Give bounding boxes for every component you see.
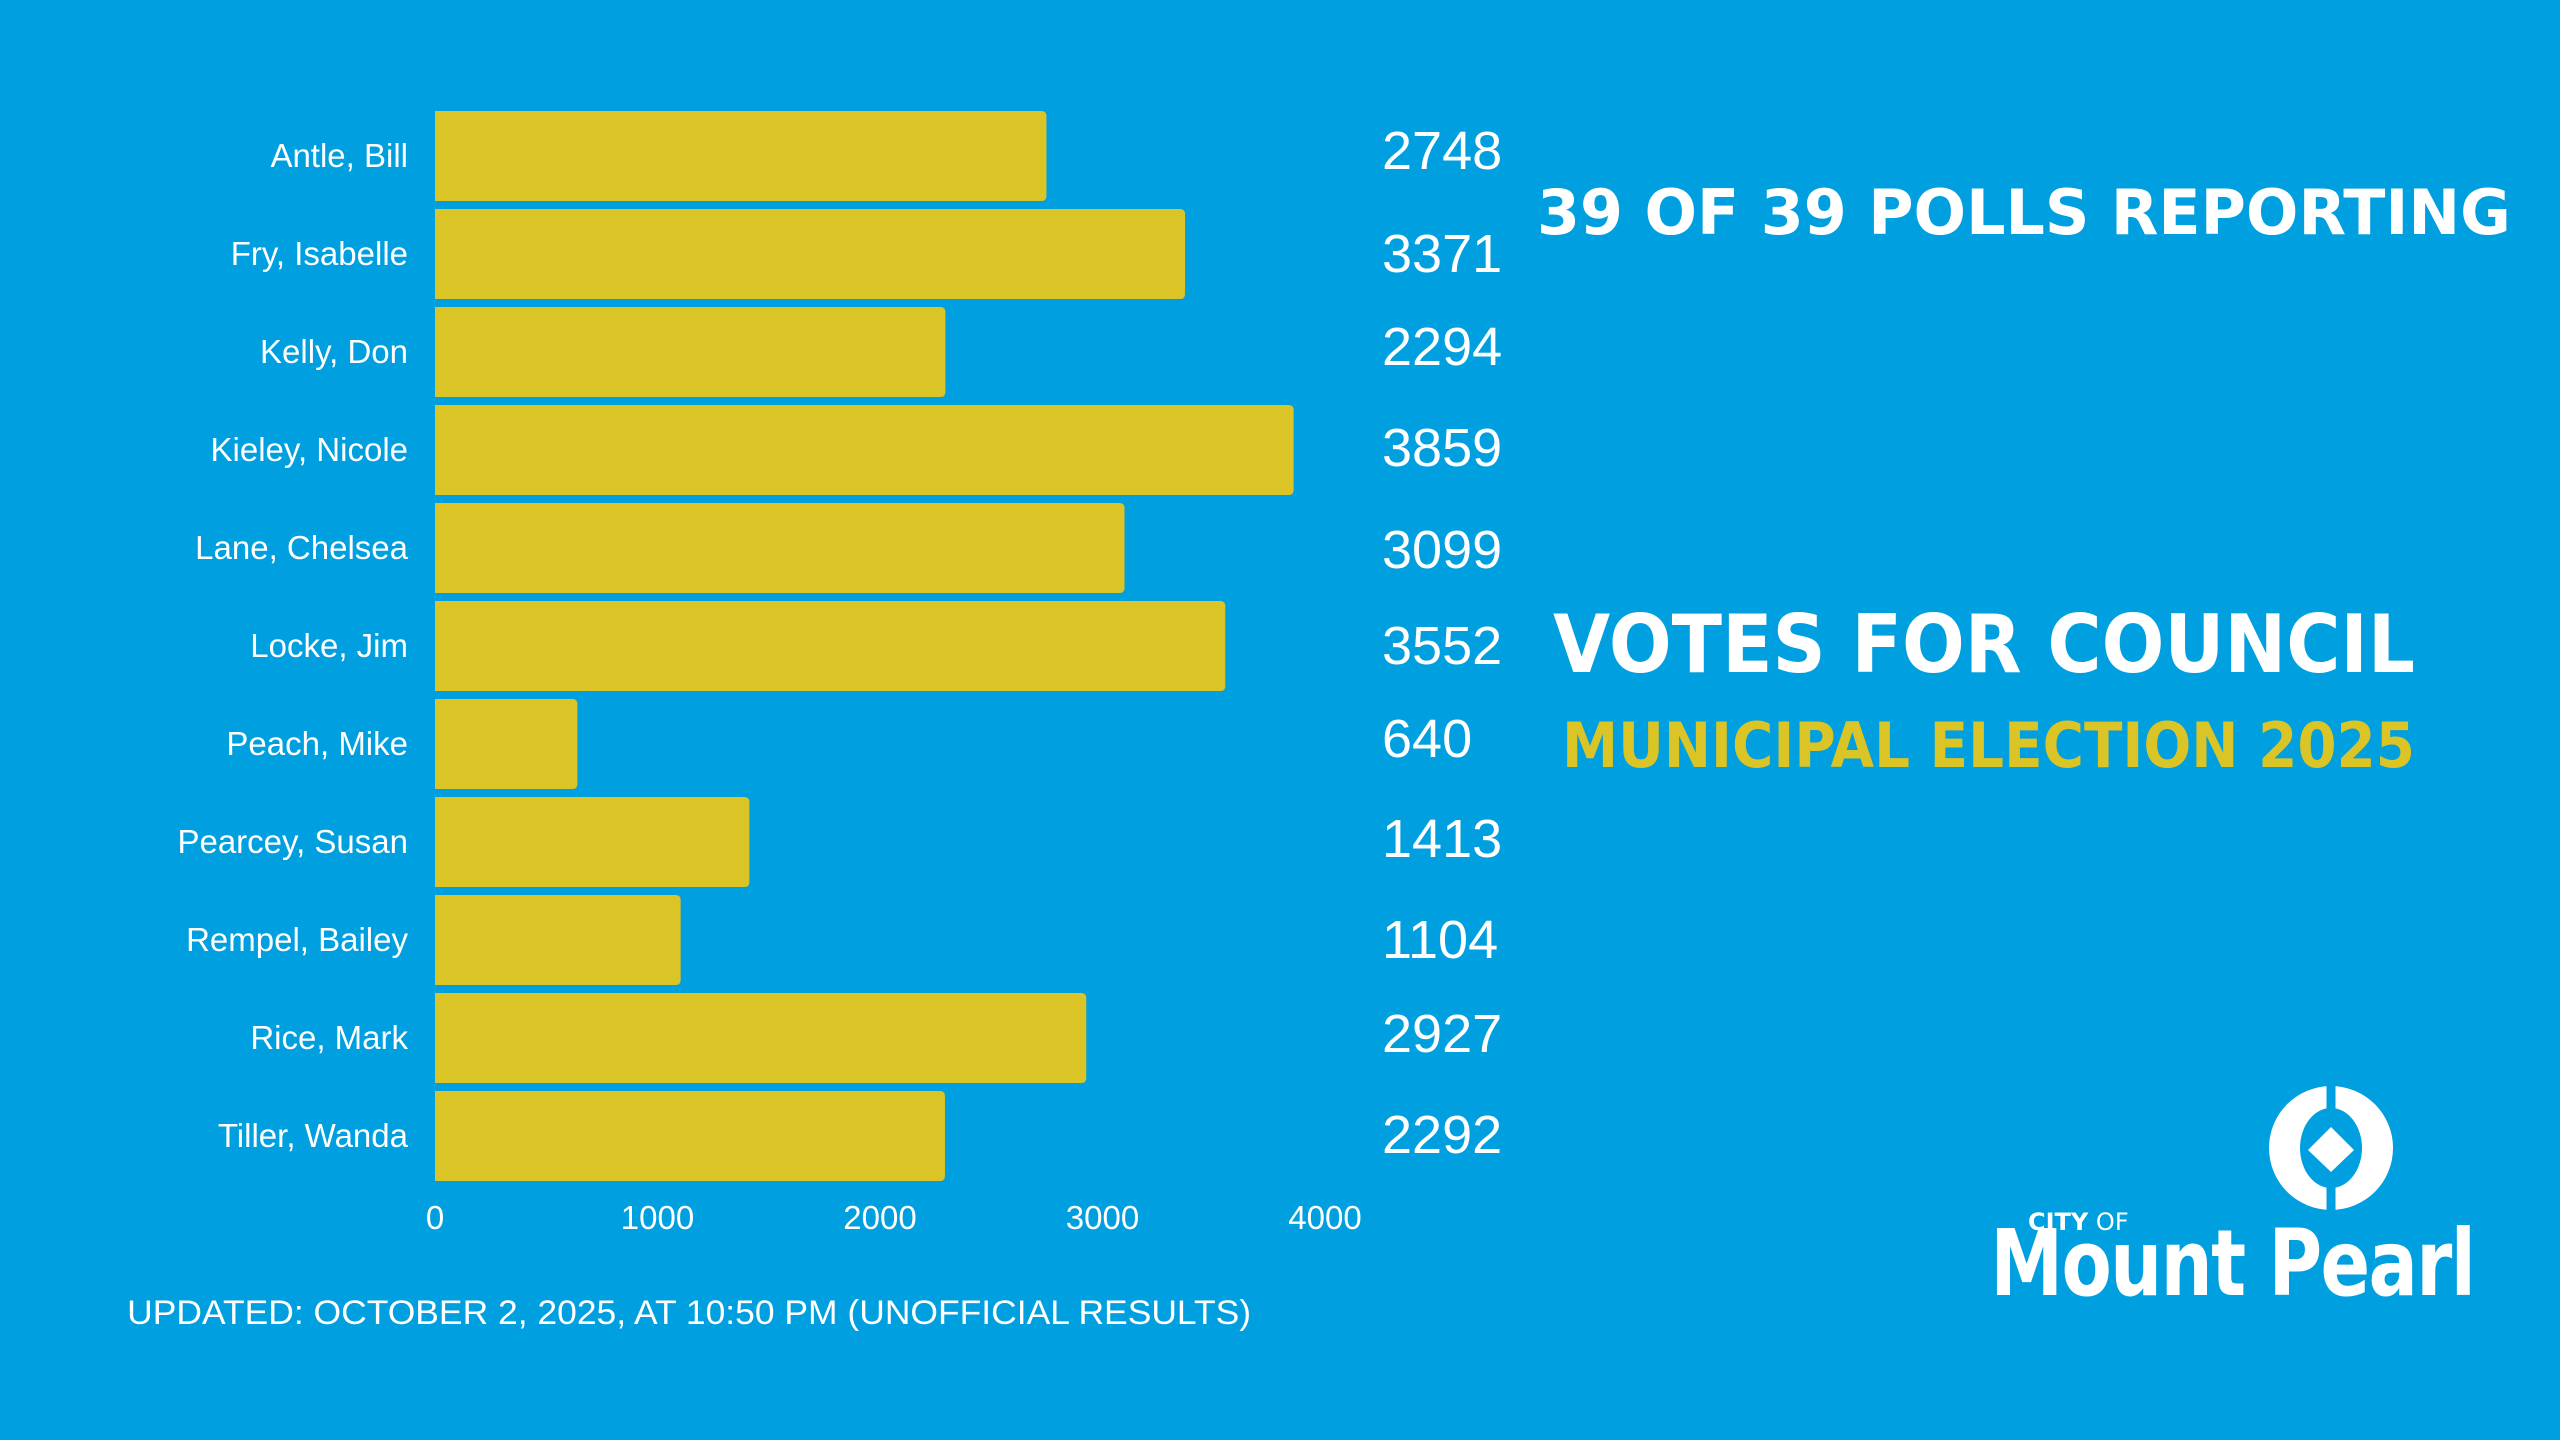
bar — [435, 503, 1125, 593]
x-axis-ticks: 0 1000 2000 3000 4000 — [426, 1199, 1362, 1236]
category-label: Antle, Bill — [270, 137, 408, 174]
category-label: Peach, Mike — [226, 725, 408, 762]
value-label: 3552 — [1382, 616, 1502, 676]
bar — [435, 601, 1226, 691]
updated-timestamp: UPDATED: OCTOBER 2, 2025, AT 10:50 PM (U… — [127, 1294, 1252, 1332]
category-label: Fry, Isabelle — [231, 235, 408, 272]
value-label: 2927 — [1382, 1004, 1502, 1064]
category-label: Locke, Jim — [250, 627, 408, 664]
logo-of-text: OF — [2088, 1208, 2129, 1236]
value-label: 3099 — [1382, 520, 1502, 580]
chart-subtitle: MUNICIPAL ELECTION 2025 — [1562, 709, 2415, 782]
x-tick-label: 2000 — [843, 1199, 916, 1236]
x-tick-label: 1000 — [621, 1199, 694, 1236]
bar — [435, 405, 1294, 495]
value-label: 2294 — [1382, 317, 1502, 377]
value-label: 3371 — [1382, 224, 1502, 284]
x-tick-label: 3000 — [1066, 1199, 1139, 1236]
bar — [435, 111, 1047, 201]
category-label: Rice, Mark — [250, 1019, 408, 1056]
value-label: 1104 — [1382, 910, 1498, 970]
city-emblem-icon — [2262, 1080, 2402, 1225]
chart-title: VOTES FOR COUNCIL — [1553, 598, 2415, 691]
bar — [435, 307, 946, 397]
x-tick-label: 0 — [426, 1199, 444, 1236]
category-labels: Antle, Bill Fry, Isabelle Kelly, Don Kieley… — [177, 137, 408, 1154]
category-label: Pearcey, Susan — [177, 823, 408, 860]
bar — [435, 993, 1087, 1083]
bar — [435, 209, 1186, 299]
value-label: 3859 — [1382, 418, 1502, 478]
bar — [435, 895, 681, 985]
category-label: Kieley, Nicole — [211, 431, 408, 468]
polls-reporting: 39 OF 39 POLLS REPORTING — [1537, 176, 2511, 249]
category-label: Rempel, Bailey — [186, 921, 408, 958]
category-label: Lane, Chelsea — [195, 529, 408, 566]
bar — [435, 699, 578, 789]
logo-city-of: CITY OF — [2028, 1208, 2129, 1236]
bar — [435, 797, 750, 887]
bar — [435, 1091, 945, 1181]
logo-city-text: CITY — [2028, 1208, 2089, 1236]
value-label: 1413 — [1382, 809, 1502, 869]
x-tick-label: 4000 — [1288, 1199, 1361, 1236]
bars-layer — [435, 111, 1294, 1181]
value-label: 2748 — [1382, 121, 1502, 181]
value-label: 640 — [1382, 709, 1472, 769]
logo-wordmark: Mount Pearl — [1990, 1210, 2476, 1317]
value-label: 2292 — [1382, 1105, 1502, 1165]
value-labels: 2748 3371 2294 3859 3099 3552 640 1413 1104 2927 2… — [1382, 121, 1502, 1165]
category-label: Kelly, Don — [260, 333, 408, 370]
category-label: Tiller, Wanda — [218, 1117, 409, 1154]
